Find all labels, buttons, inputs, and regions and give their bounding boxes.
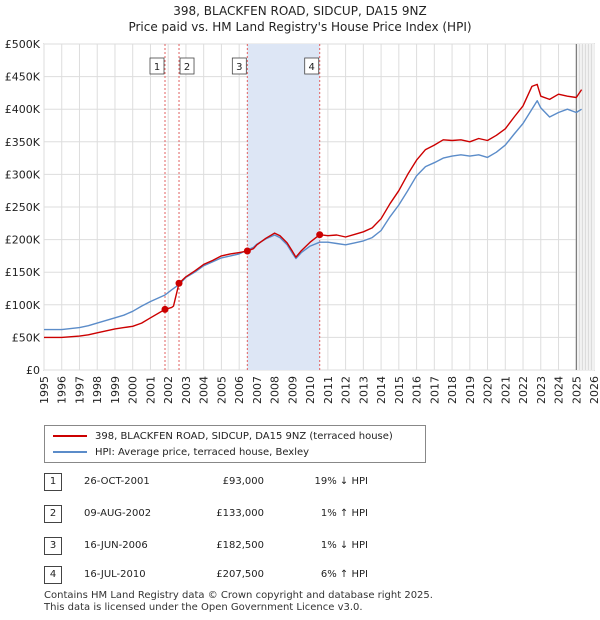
sale-point (175, 279, 183, 287)
transaction-date: 26-OCT-2001 (84, 476, 150, 487)
transaction-hpi-diff: 19% ↓ HPI (314, 476, 368, 487)
shaded-period (247, 44, 594, 370)
x-tick-label: 2002 (162, 376, 175, 404)
transaction-price: £182,500 (216, 540, 264, 551)
transaction-price: £207,500 (216, 569, 264, 580)
x-tick-label: 1997 (73, 376, 86, 404)
y-tick-label: £50K (12, 331, 41, 344)
transaction-row: 3 16-JUN-2006 £182,500 1% ↓ HPI (44, 537, 404, 557)
sale-point (316, 231, 324, 239)
sale-label-number: 4 (309, 62, 315, 73)
shaded-span (247, 44, 320, 370)
sale-points (161, 231, 324, 313)
x-tick-label: 2018 (446, 376, 459, 404)
x-tick-label: 2013 (357, 376, 370, 404)
sale-point (243, 247, 251, 255)
sale-labels: 1 2 3 4 (149, 57, 320, 75)
y-tick-label: £450K (5, 71, 41, 84)
y-tick-label: £350K (5, 136, 41, 149)
transaction-row: 4 16-JUL-2010 £207,500 6% ↑ HPI (44, 566, 404, 586)
legend-line-property (53, 435, 87, 437)
x-tick-label: 1999 (109, 376, 122, 404)
y-tick-label: £100K (5, 299, 41, 312)
x-tick-label: 2008 (269, 376, 282, 404)
transaction-hpi-diff: 1% ↓ HPI (320, 540, 368, 551)
x-tick-label: 1995 (38, 376, 51, 404)
x-tick-label: 2022 (517, 376, 530, 404)
transaction-date: 16-JUL-2010 (84, 569, 146, 580)
sale-label-number: 1 (154, 62, 160, 73)
x-tick-label: 2021 (499, 376, 512, 404)
y-tick-label: £0 (26, 364, 40, 377)
y-tick-label: £500K (5, 38, 41, 51)
legend-label-property: 398, BLACKFEN ROAD, SIDCUP, DA15 9NZ (te… (95, 430, 393, 442)
y-tick-label: £200K (5, 234, 41, 247)
x-tick-label: 2024 (553, 376, 566, 404)
transaction-price: £133,000 (216, 508, 264, 519)
x-tick-label: 2007 (251, 376, 264, 404)
x-tick-label: 1998 (91, 376, 104, 404)
hpi-line (44, 99, 582, 331)
x-tick-label: 2017 (428, 376, 441, 404)
x-tick-label: 2011 (322, 376, 335, 404)
x-tick-label: 2014 (375, 376, 388, 404)
sale-label-box (149, 57, 165, 75)
x-tick-label: 2015 (393, 376, 406, 404)
footer-copyright: Contains HM Land Registry data © Crown c… (44, 590, 433, 601)
x-tick-label: 2004 (198, 376, 211, 404)
transaction-number: 4 (44, 566, 62, 584)
x-tick-label: 2020 (482, 376, 495, 404)
transaction-number: 2 (44, 505, 62, 523)
sale-label-box (231, 57, 247, 75)
x-tick-label: 2023 (535, 376, 548, 404)
x-tick-label: 2009 (286, 376, 299, 404)
sale-label-number: 3 (236, 62, 242, 73)
chart-subtitle: Price paid vs. HM Land Registry's House … (128, 20, 472, 34)
y-tick-label: £300K (5, 168, 41, 181)
transaction-row: 2 09-AUG-2002 £133,000 1% ↑ HPI (44, 505, 404, 525)
transaction-number: 1 (44, 473, 62, 491)
x-tick-label: 2000 (127, 376, 140, 404)
transaction-hpi-diff: 1% ↑ HPI (320, 508, 368, 519)
legend-label-hpi: HPI: Average price, terraced house, Bexl… (95, 446, 310, 458)
x-tick-label: 2012 (340, 376, 353, 404)
x-axis: 1995 1996 1997 1998 1999 2000 2001 2002 2003 2004… (38, 376, 600, 404)
transaction-price: £93,000 (222, 476, 264, 487)
x-tick-label: 2005 (215, 376, 228, 404)
x-tick-label: 2006 (233, 376, 246, 404)
sale-label-box (304, 57, 320, 75)
y-tick-label: £250K (5, 201, 41, 214)
y-axis: £0 £50K £100K £150K £200K £250K £300K £350K £400… (5, 38, 41, 377)
transaction-date: 09-AUG-2002 (84, 508, 152, 519)
legend: 398, BLACKFEN ROAD, SIDCUP, DA15 9NZ (te… (44, 425, 426, 463)
x-tick-label: 2001 (144, 376, 157, 404)
y-tick-label: £400K (5, 103, 41, 116)
x-tick-label: 2016 (411, 376, 424, 404)
sale-label-box (179, 57, 195, 75)
price-chart: 1 2 3 4 £0 £50K £100K £150K £200K £250K £300K £350… (5, 38, 600, 404)
legend-item-hpi: HPI: Average price, terraced house, Bexl… (53, 445, 309, 459)
x-tick-label: 2019 (464, 376, 477, 404)
legend-item-property: 398, BLACKFEN ROAD, SIDCUP, DA15 9NZ (te… (53, 429, 393, 443)
transaction-number: 3 (44, 537, 62, 555)
chart-title: 398, BLACKFEN ROAD, SIDCUP, DA15 9NZ (173, 4, 427, 18)
x-tick-label: 2010 (304, 376, 317, 404)
transaction-hpi-diff: 6% ↑ HPI (320, 569, 368, 580)
transaction-date: 16-JUN-2006 (84, 540, 148, 551)
sale-label-number: 2 (184, 62, 190, 73)
x-tick-label: 2003 (180, 376, 193, 404)
sale-point (161, 305, 169, 313)
y-tick-label: £150K (5, 266, 41, 279)
legend-line-hpi (53, 451, 87, 453)
x-tick-label: 1996 (56, 376, 69, 404)
footer-license: This data is licensed under the Open Gov… (44, 602, 363, 613)
x-tick-label: 2026 (588, 376, 600, 404)
transaction-row: 1 26-OCT-2001 £93,000 19% ↓ HPI (44, 473, 404, 493)
x-tick-label: 2025 (570, 376, 583, 404)
